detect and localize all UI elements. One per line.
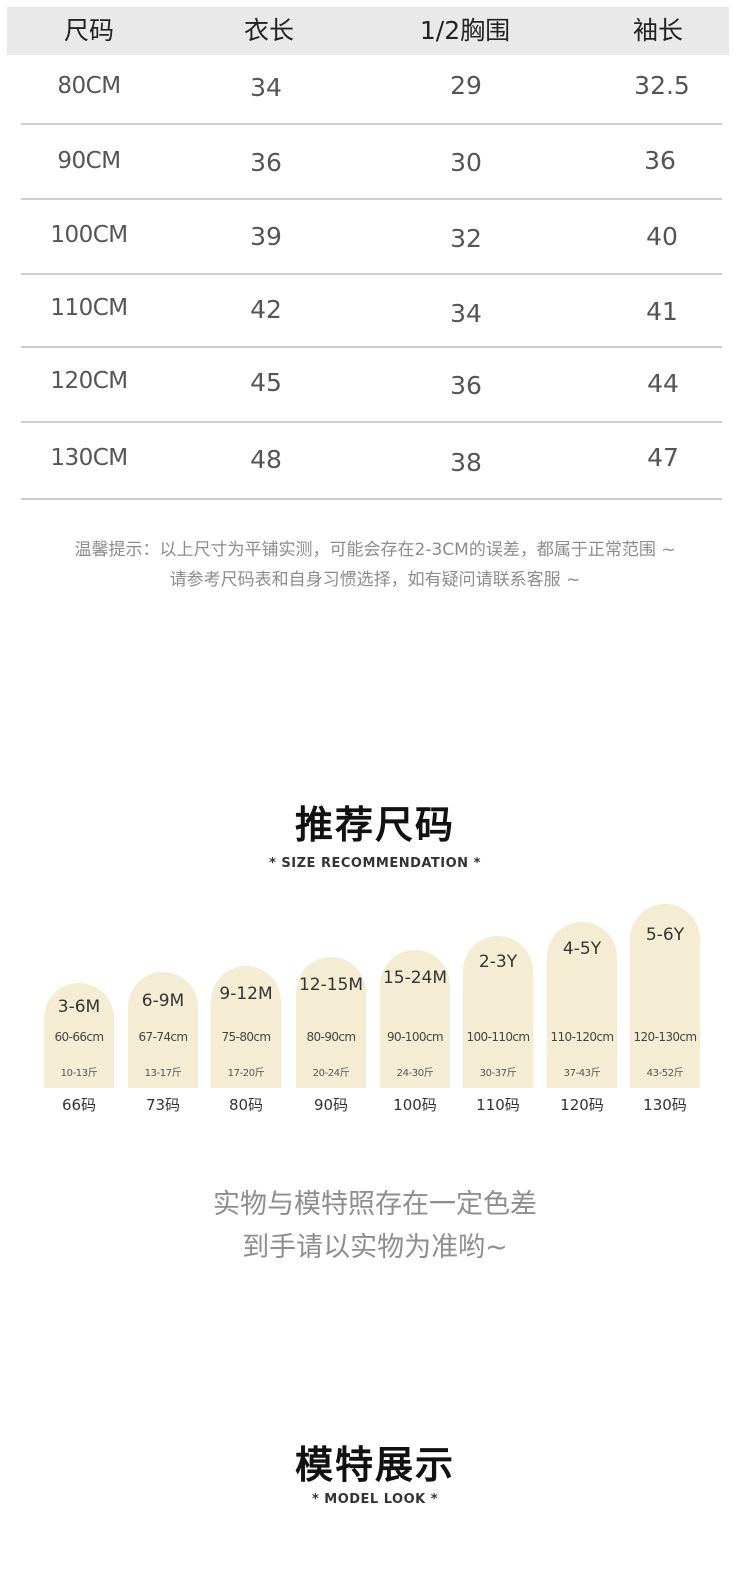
size-pill: 5-6Y [630, 904, 700, 1088]
pill-weight: 20-24斤 [312, 1068, 350, 1079]
pill-age: 12-15M [298, 975, 364, 995]
color-note-line-2: 到手请以实物为准哟~ [242, 1232, 508, 1263]
cell-size: 90CM [57, 148, 121, 174]
pill-age: 15-24M [382, 968, 448, 988]
pill-weight: 24-30斤 [396, 1068, 434, 1079]
cell-length: 42 [250, 295, 282, 324]
pill-height: 120-130cm [633, 1030, 697, 1044]
cell-sleeve: 40 [646, 222, 678, 251]
pill-weight: 13-17斤 [144, 1068, 182, 1079]
pill-size-code: 130码 [643, 1096, 687, 1114]
pill-weight: 10-13斤 [60, 1068, 98, 1079]
size-table-header: 尺码 衣长 1/2胸围 袖长 [7, 7, 729, 55]
pill-height: 110-120cm [550, 1030, 614, 1044]
size-pill: 6-9M [128, 972, 198, 1088]
pill-weight: 43-52斤 [646, 1068, 684, 1079]
cell-size: 110CM [50, 295, 128, 321]
model-section-subtitle: * MODEL LOOK * [311, 1492, 439, 1507]
pill-weight: 17-20斤 [227, 1068, 265, 1079]
cell-half-chest: 32 [450, 224, 482, 253]
size-pill: 9-12M [211, 966, 281, 1088]
cell-sleeve: 36 [644, 146, 676, 175]
pill-size-code: 100码 [393, 1096, 437, 1114]
pill-age: 3-6M [57, 997, 101, 1017]
size-pill: 4-5Y [547, 922, 617, 1088]
pill-height: 75-80cm [221, 1030, 272, 1044]
cell-size: 100CM [50, 222, 128, 248]
pill-weight: 30-37斤 [479, 1068, 517, 1079]
header-size: 尺码 [63, 16, 115, 45]
cell-sleeve: 32.5 [634, 71, 690, 100]
cell-half-chest: 30 [450, 148, 482, 177]
header-half-chest: 1/2胸围 [419, 16, 511, 45]
cell-sleeve: 47 [647, 443, 679, 472]
cell-half-chest: 29 [450, 71, 482, 100]
cell-size: 130CM [50, 445, 128, 471]
cell-length: 45 [250, 368, 282, 397]
row-divider [21, 498, 722, 500]
pill-age: 5-6Y [645, 925, 685, 945]
pill-size-code: 120码 [560, 1096, 604, 1114]
recommendation-subtitle: * SIZE RECOMMENDATION * [269, 856, 481, 871]
header-sleeve: 袖长 [632, 16, 684, 45]
size-pill: 3-6M [44, 983, 114, 1088]
cell-length: 36 [250, 148, 282, 177]
pill-age: 9-12M [219, 984, 273, 1004]
size-pill: 2-3Y [463, 936, 533, 1088]
pill-weight: 37-43斤 [563, 1068, 601, 1079]
pill-height: 67-74cm [138, 1030, 189, 1044]
color-note-line-1: 实物与模特照存在一定色差 [213, 1189, 537, 1220]
row-divider [21, 198, 722, 200]
pill-age: 2-3Y [478, 952, 518, 972]
header-length: 衣长 [243, 16, 295, 45]
cell-half-chest: 34 [450, 299, 482, 328]
size-pill: 15-24M [380, 950, 450, 1088]
pill-size-code: 66码 [61, 1096, 97, 1114]
size-tip-line-2: 请参考尺码表和自身习惯选择，如有疑问请联系客服 ~ [169, 570, 581, 590]
pill-height: 90-100cm [387, 1030, 444, 1044]
pill-size-code: 73码 [145, 1096, 181, 1114]
cell-half-chest: 36 [450, 371, 482, 400]
cell-half-chest: 38 [450, 448, 482, 477]
row-divider [21, 123, 722, 125]
cell-length: 39 [250, 222, 282, 251]
pill-age: 6-9M [141, 991, 185, 1011]
cell-sleeve: 44 [647, 369, 679, 398]
cell-size: 120CM [50, 368, 128, 394]
pill-size-code: 80码 [228, 1096, 264, 1114]
size-tip-line-1: 温馨提示：以上尺寸为平铺实测，可能会存在2-3CM的误差，都属于正常范围 ~ [74, 540, 676, 560]
pill-size-code: 110码 [476, 1096, 520, 1114]
row-divider [21, 273, 722, 275]
row-divider [21, 421, 722, 423]
row-divider [21, 346, 722, 348]
size-pill: 12-15M [296, 957, 366, 1088]
pill-height: 80-90cm [306, 1030, 357, 1044]
pill-size-code: 90码 [313, 1096, 349, 1114]
cell-length: 48 [250, 445, 282, 474]
pill-height: 100-110cm [466, 1030, 530, 1044]
model-section-title: 模特展示 [294, 1443, 455, 1487]
recommendation-title: 推荐尺码 [294, 803, 455, 847]
cell-length: 34 [250, 73, 282, 102]
cell-size: 80CM [57, 73, 121, 99]
pill-height: 60-66cm [54, 1030, 105, 1044]
cell-sleeve: 41 [646, 297, 678, 326]
pill-age: 4-5Y [562, 939, 602, 959]
